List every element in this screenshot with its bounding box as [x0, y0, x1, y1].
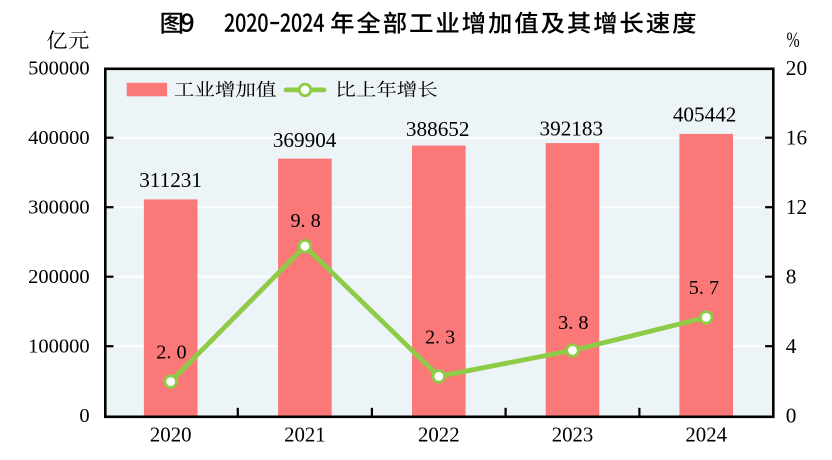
svg-text:2022: 2022: [418, 424, 460, 447]
svg-text:8: 8: [786, 264, 797, 288]
svg-text:2. 3: 2. 3: [425, 327, 455, 349]
svg-text:4: 4: [786, 334, 797, 358]
svg-text:2. 0: 2. 0: [156, 341, 186, 363]
svg-text:400000: 400000: [28, 127, 90, 149]
svg-text:2023: 2023: [552, 424, 594, 447]
svg-text:100000: 100000: [28, 335, 90, 357]
svg-text:%: %: [787, 29, 800, 53]
svg-text:12: 12: [786, 195, 807, 219]
svg-text:2021: 2021: [284, 424, 326, 447]
svg-text:388652: 388652: [406, 117, 470, 141]
svg-text:9. 8: 9. 8: [290, 210, 320, 232]
svg-text:2020: 2020: [150, 424, 192, 447]
svg-text:0: 0: [79, 405, 89, 427]
svg-text:392183: 392183: [540, 116, 604, 140]
svg-text:20: 20: [786, 56, 807, 80]
svg-text:3. 8: 3. 8: [558, 312, 588, 334]
svg-text:500000: 500000: [28, 57, 90, 79]
svg-text:300000: 300000: [28, 196, 90, 218]
svg-text:405442: 405442: [673, 102, 737, 126]
svg-text:369904: 369904: [273, 128, 337, 152]
svg-text:200000: 200000: [28, 266, 90, 288]
svg-text:311231: 311231: [139, 168, 202, 192]
svg-text:2024: 2024: [685, 424, 727, 447]
svg-text:16: 16: [786, 125, 808, 149]
svg-text:0: 0: [786, 403, 797, 427]
svg-text:5. 7: 5. 7: [689, 277, 719, 299]
